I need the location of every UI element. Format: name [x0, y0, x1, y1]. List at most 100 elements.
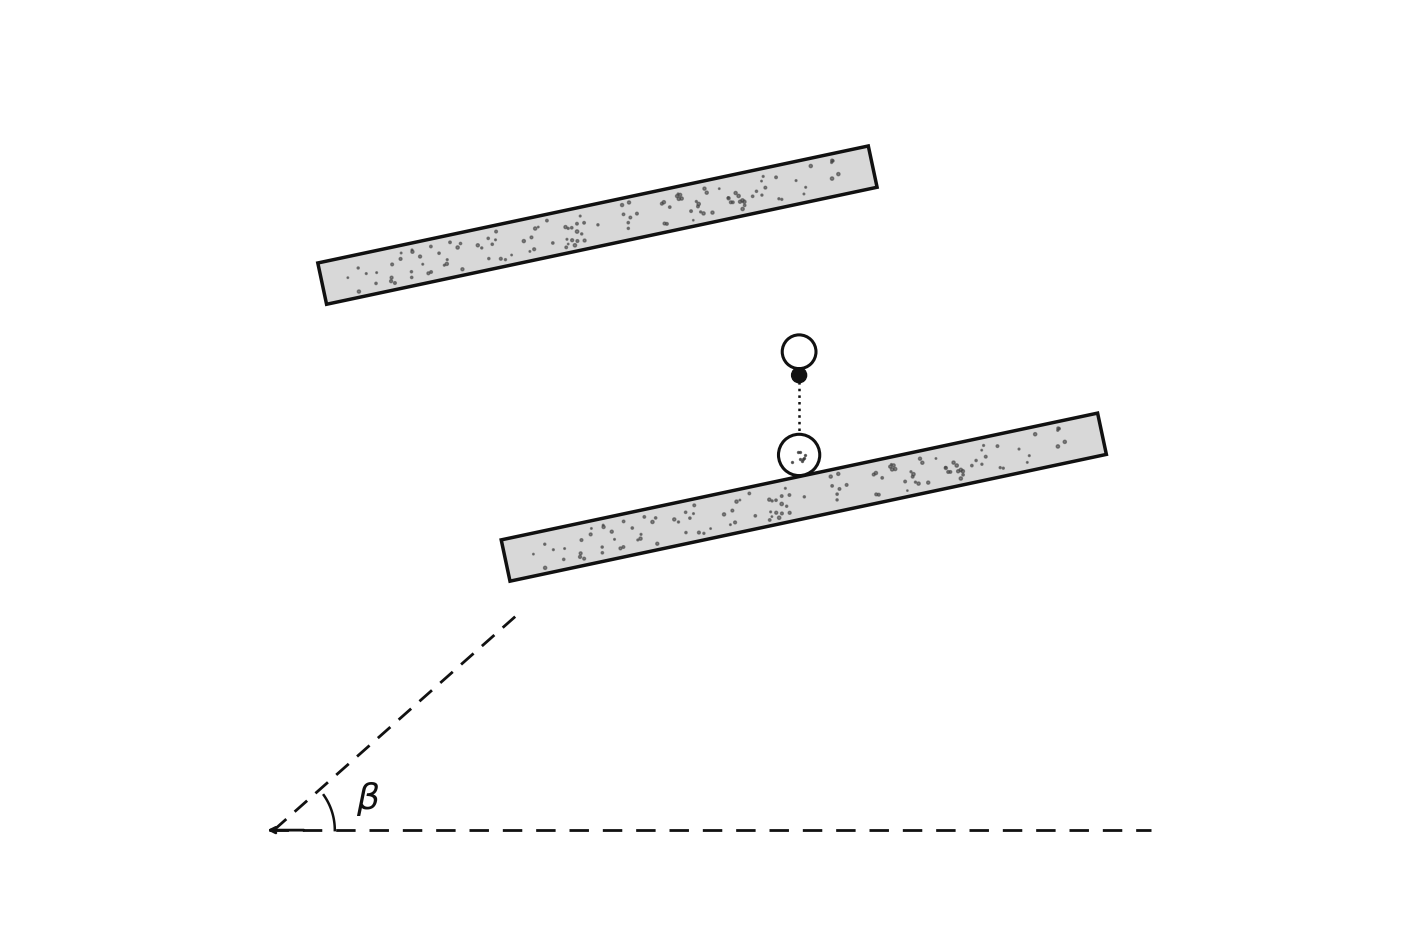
Point	[947, 463, 970, 478]
Point	[728, 492, 751, 507]
Point	[592, 518, 615, 533]
Point	[571, 226, 594, 241]
Point	[383, 276, 406, 291]
Point	[666, 189, 689, 204]
Point	[1054, 434, 1076, 449]
Point	[612, 539, 635, 554]
Point	[733, 194, 755, 209]
Point	[618, 195, 640, 210]
Point	[523, 242, 545, 257]
Point	[1047, 421, 1069, 436]
Point	[775, 499, 798, 514]
Point	[621, 521, 643, 536]
Point	[520, 230, 542, 245]
Point	[761, 509, 784, 524]
Point	[680, 204, 703, 219]
Point	[988, 461, 1011, 476]
Point	[870, 470, 893, 485]
Point	[792, 490, 815, 505]
Point	[943, 455, 966, 470]
Point	[774, 481, 797, 496]
Point	[882, 458, 905, 473]
Point	[761, 493, 784, 508]
Point	[572, 216, 595, 231]
Point	[768, 191, 791, 206]
Point	[524, 221, 547, 236]
Point	[902, 469, 924, 484]
Point	[534, 537, 557, 552]
Point	[744, 508, 767, 523]
Point	[693, 526, 716, 541]
Point	[653, 216, 676, 231]
Point	[724, 186, 747, 201]
Polygon shape	[501, 413, 1106, 582]
Point	[1015, 455, 1038, 470]
Point	[653, 195, 676, 210]
Point	[741, 189, 764, 204]
Point	[500, 248, 523, 263]
Point	[682, 507, 704, 522]
Point	[985, 439, 1008, 454]
Point	[561, 220, 584, 235]
Point	[726, 494, 748, 509]
Point	[646, 537, 669, 552]
Point	[619, 210, 642, 225]
Point	[616, 220, 639, 235]
Point	[771, 192, 794, 207]
Point	[693, 181, 716, 196]
Point	[713, 507, 736, 522]
Point	[477, 251, 500, 266]
Point	[826, 487, 849, 502]
Point	[569, 533, 592, 548]
Point	[656, 217, 679, 232]
Point	[400, 244, 423, 259]
Point	[768, 510, 791, 525]
Point	[909, 451, 932, 466]
Point	[865, 487, 888, 502]
Point	[993, 461, 1015, 476]
Point	[687, 525, 710, 540]
Point	[825, 492, 848, 507]
Point	[1048, 421, 1071, 436]
Point	[679, 510, 701, 525]
Point	[951, 463, 974, 478]
Point	[629, 527, 652, 542]
Point	[687, 199, 710, 214]
Point	[633, 509, 656, 524]
Point	[586, 218, 609, 233]
Point	[758, 512, 781, 527]
Point	[751, 169, 774, 184]
Point	[591, 545, 613, 560]
Point	[717, 190, 740, 205]
Point	[348, 284, 371, 299]
Point	[821, 153, 843, 168]
Point	[616, 215, 639, 230]
Point	[883, 461, 906, 477]
Point	[750, 174, 772, 189]
Point	[821, 478, 843, 493]
Text: $\beta$: $\beta$	[355, 780, 379, 818]
Point	[523, 547, 545, 562]
Point	[946, 458, 968, 473]
Point	[754, 180, 777, 195]
Point	[821, 155, 843, 170]
Point	[389, 251, 412, 266]
Point	[764, 492, 787, 507]
Point	[436, 252, 459, 267]
Point	[535, 213, 558, 228]
Point	[902, 467, 924, 482]
Point	[446, 240, 469, 255]
Point	[381, 270, 403, 285]
Point	[640, 514, 663, 529]
Point	[683, 498, 706, 513]
Point	[934, 460, 957, 475]
Point	[970, 443, 993, 458]
Point	[409, 249, 432, 264]
Point	[771, 489, 794, 504]
Point	[826, 466, 849, 481]
Point	[433, 258, 456, 273]
Polygon shape	[318, 146, 878, 304]
Point	[579, 527, 602, 542]
Point	[770, 496, 792, 511]
Point	[557, 236, 579, 251]
